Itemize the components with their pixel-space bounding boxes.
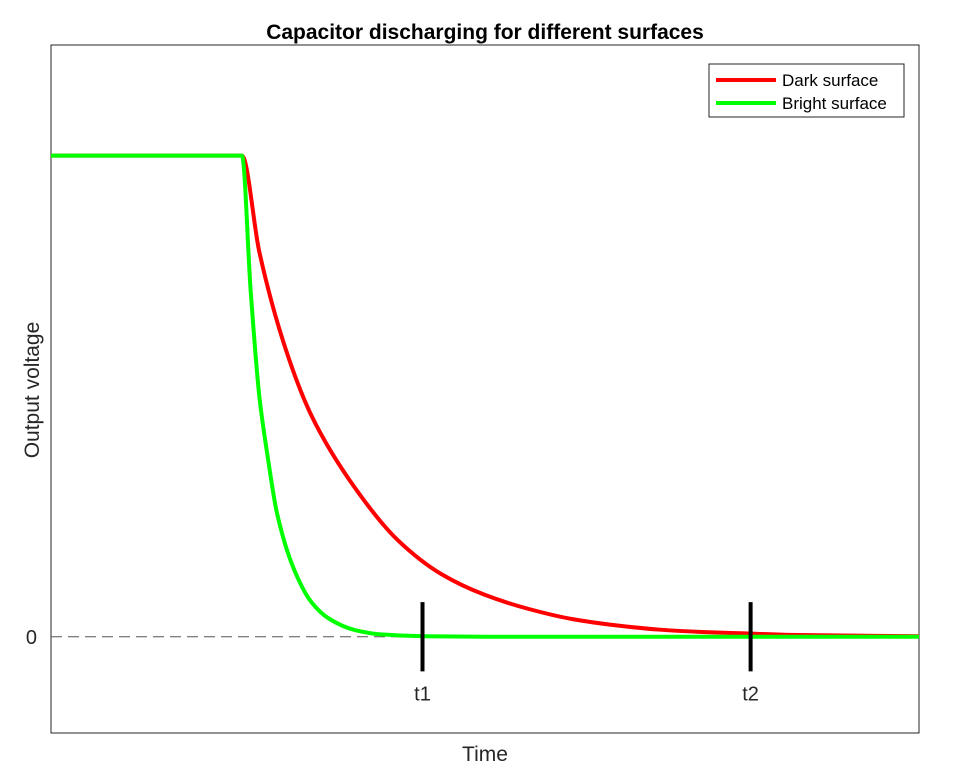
plot-area: t1 t2 [50, 44, 920, 734]
series-line-bright-surface [51, 153, 919, 639]
axes-box [50, 44, 920, 734]
chart-title: Capacitor discharging for different surf… [266, 21, 704, 44]
series-lines [51, 153, 920, 639]
legend-box [708, 63, 905, 118]
marker-label-t1: t1 [414, 683, 431, 705]
y-ticks: 0 [26, 627, 37, 649]
marker-label-t2: t2 [742, 683, 759, 705]
series-line-dark-surface [51, 153, 920, 639]
marker-lines: t1 t2 [414, 602, 759, 705]
y-axis-label: Output voltage [21, 322, 44, 459]
legend-label-dark: Dark surface [782, 71, 878, 90]
x-axis-label: Time [462, 743, 508, 766]
y-tick-label-0: 0 [26, 627, 37, 649]
legend: Dark surface Bright surface [708, 63, 905, 118]
legend-label-bright: Bright surface [782, 94, 887, 113]
